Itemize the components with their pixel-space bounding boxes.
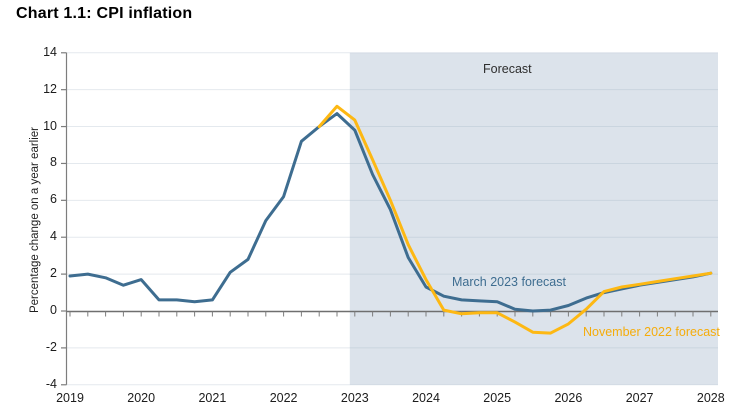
x-tick-label: 2020	[127, 391, 156, 405]
y-tick-label: 0	[50, 303, 57, 317]
forecast-shaded-region	[349, 52, 718, 385]
y-tick-label: 14	[43, 44, 57, 59]
march-2023-series-label: March 2023 forecast	[452, 275, 566, 289]
x-tick-label: 2027	[625, 391, 654, 405]
x-tick-label: 2025	[483, 391, 512, 405]
series-line-november-2022-forecast	[317, 104, 713, 335]
forecast-region-label: Forecast	[483, 62, 532, 76]
x-tick-label: 2021	[198, 391, 227, 405]
y-tick-label: 4	[50, 229, 57, 244]
x-tick-label: 2023	[340, 391, 369, 405]
y-tick-label: 6	[50, 192, 57, 207]
y-tick-label: -2	[45, 339, 57, 354]
y-tick-label: -4	[45, 376, 57, 391]
y-tick-label: 12	[43, 81, 57, 96]
chart-title: Chart 1.1: CPI inflation	[16, 5, 193, 22]
y-tick-label: 8	[50, 155, 57, 170]
y-axis-tick-labels: -4 -2 0 2 4 6 8 10 12 14	[0, 0, 57, 419]
x-tick-label: 2028	[696, 391, 725, 405]
y-tick-label: 2	[50, 266, 57, 281]
november-2022-series-label: November 2022 forecast	[583, 325, 720, 339]
x-tick-label: 2019	[56, 391, 84, 405]
x-tick-label: 2024	[412, 391, 440, 405]
y-tick-label: 10	[43, 118, 57, 133]
x-tick-label: 2026	[554, 391, 583, 405]
x-axis-tick-labels: 2019 2020 2021 2022 2023 2024 2025 2026 2027 2028	[0, 391, 756, 407]
x-tick-label: 2022	[269, 391, 298, 405]
